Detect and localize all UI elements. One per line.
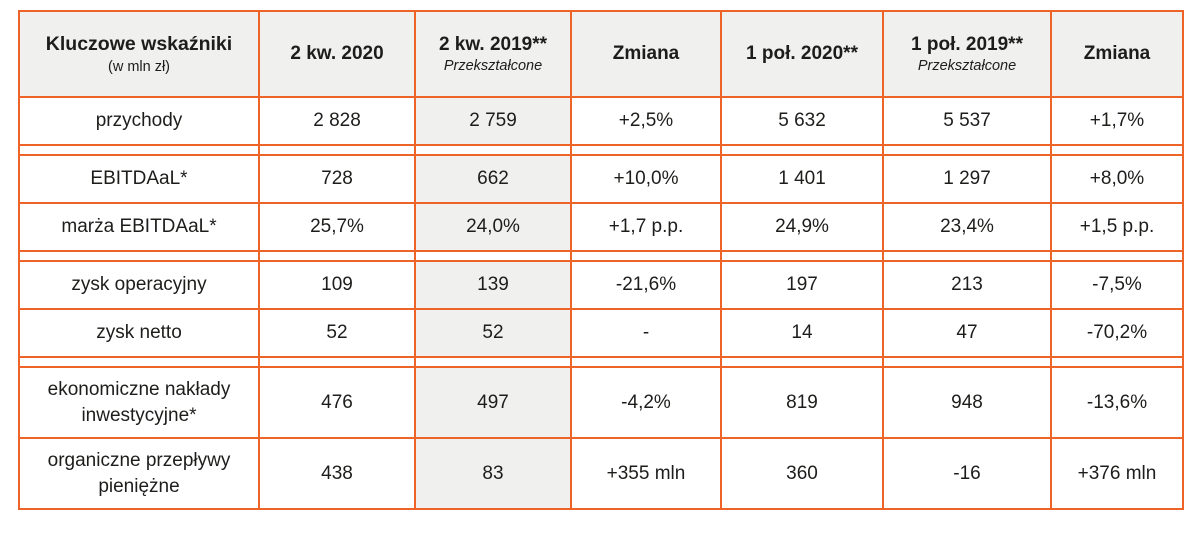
header-sublabel: Przekształcone	[917, 58, 1017, 74]
spacer-cell	[720, 144, 884, 156]
cell-value: 23,4%	[882, 202, 1052, 252]
table-row-zysk-operacyjny: zysk operacyjny 109 139 -21,6% 197 213 -…	[18, 260, 1184, 310]
spacer-cell	[18, 250, 260, 262]
cell-value: 52	[414, 308, 572, 358]
spacer-cell	[18, 356, 260, 368]
cell-value: 197	[720, 260, 884, 310]
cell-value: 662	[414, 154, 572, 204]
table-row-przychody: przychody 2 828 2 759 +2,5% 5 632 5 537 …	[18, 96, 1184, 146]
cell-value: 2 759	[414, 96, 572, 146]
cell-value: 213	[882, 260, 1052, 310]
header-q2-2020: 2 kw. 2020	[258, 10, 416, 98]
row-label: organiczne przepływy pieniężne	[18, 437, 260, 510]
spacer-cell	[570, 144, 722, 156]
spacer-cell	[1050, 250, 1184, 262]
cell-value: +1,7 p.p.	[570, 202, 722, 252]
spacer-cell	[18, 144, 260, 156]
spacer-cell	[882, 144, 1052, 156]
spacer-cell	[414, 356, 572, 368]
cell-value: 819	[720, 366, 884, 439]
cell-value: +376 mln	[1050, 437, 1184, 510]
row-label: EBITDAaL*	[18, 154, 260, 204]
cell-value: 25,7%	[258, 202, 416, 252]
header-label: 1 poł. 2020**	[746, 43, 858, 64]
spacer-cell	[258, 144, 416, 156]
cell-value: 1 297	[882, 154, 1052, 204]
key-indicators-table: Kluczowe wskaźniki (w mln zł) 2 kw. 2020…	[18, 10, 1184, 510]
cell-value: 24,0%	[414, 202, 572, 252]
spacer-cell	[1050, 144, 1184, 156]
header-key-indicators: Kluczowe wskaźniki (w mln zł)	[18, 10, 260, 98]
cell-value: +8,0%	[1050, 154, 1184, 204]
table-row-organiczne-przeplywy: organiczne przepływy pieniężne 438 83 +3…	[18, 437, 1184, 510]
table-header-row: Kluczowe wskaźniki (w mln zł) 2 kw. 2020…	[18, 10, 1184, 98]
cell-value: 1 401	[720, 154, 884, 204]
cell-value: 139	[414, 260, 572, 310]
spacer-cell	[414, 250, 572, 262]
cell-value: -13,6%	[1050, 366, 1184, 439]
spacer-row	[18, 356, 1184, 368]
header-sublabel: Przekształcone	[443, 58, 543, 74]
cell-value: -21,6%	[570, 260, 722, 310]
cell-value: +355 mln	[570, 437, 722, 510]
cell-value: 497	[414, 366, 572, 439]
cell-value: 83	[414, 437, 572, 510]
spacer-cell	[720, 250, 884, 262]
cell-value: 52	[258, 308, 416, 358]
cell-value: 438	[258, 437, 416, 510]
table-row-ebitdaal: EBITDAaL* 728 662 +10,0% 1 401 1 297 +8,…	[18, 154, 1184, 204]
table-row-ekonomiczne-naklady: ekonomiczne nakłady inwestycyjne* 476 49…	[18, 366, 1184, 439]
row-label: zysk operacyjny	[18, 260, 260, 310]
spacer-row	[18, 250, 1184, 262]
header-unit-note: (w mln zł)	[107, 59, 171, 75]
header-label: 2 kw. 2019**	[438, 34, 548, 55]
spacer-cell	[414, 144, 572, 156]
cell-value: 47	[882, 308, 1052, 358]
header-q2-2019: 2 kw. 2019** Przekształcone	[414, 10, 572, 98]
spacer-cell	[882, 356, 1052, 368]
header-title: Kluczowe wskaźniki	[45, 33, 233, 55]
header-change-h: Zmiana	[1050, 10, 1184, 98]
cell-value: 948	[882, 366, 1052, 439]
spacer-cell	[258, 356, 416, 368]
cell-value: 14	[720, 308, 884, 358]
table-row-marza-ebitdaal: marża EBITDAaL* 25,7% 24,0% +1,7 p.p. 24…	[18, 202, 1184, 252]
header-label: 1 poł. 2019**	[911, 34, 1023, 55]
cell-value: +10,0%	[570, 154, 722, 204]
cell-value: +1,7%	[1050, 96, 1184, 146]
spacer-cell	[570, 250, 722, 262]
cell-value: 5 537	[882, 96, 1052, 146]
spacer-row	[18, 144, 1184, 156]
cell-value: 2 828	[258, 96, 416, 146]
cell-value: +1,5 p.p.	[1050, 202, 1184, 252]
header-label: Zmiana	[612, 43, 680, 64]
cell-value: -70,2%	[1050, 308, 1184, 358]
cell-value: 109	[258, 260, 416, 310]
cell-value: -4,2%	[570, 366, 722, 439]
cell-value: +2,5%	[570, 96, 722, 146]
header-change-q: Zmiana	[570, 10, 722, 98]
header-label: 2 kw. 2020	[290, 43, 384, 64]
cell-value: 360	[720, 437, 884, 510]
cell-value: 728	[258, 154, 416, 204]
header-h1-2020: 1 poł. 2020**	[720, 10, 884, 98]
cell-value: -	[570, 308, 722, 358]
row-label: marża EBITDAaL*	[18, 202, 260, 252]
spacer-cell	[570, 356, 722, 368]
cell-value: -16	[882, 437, 1052, 510]
header-label: Zmiana	[1083, 43, 1151, 64]
cell-value: 476	[258, 366, 416, 439]
row-label: przychody	[18, 96, 260, 146]
row-label: zysk netto	[18, 308, 260, 358]
spacer-cell	[720, 356, 884, 368]
spacer-cell	[1050, 356, 1184, 368]
row-label: ekonomiczne nakłady inwestycyjne*	[18, 366, 260, 439]
cell-value: -7,5%	[1050, 260, 1184, 310]
cell-value: 5 632	[720, 96, 884, 146]
spacer-cell	[882, 250, 1052, 262]
table-row-zysk-netto: zysk netto 52 52 - 14 47 -70,2%	[18, 308, 1184, 358]
spacer-cell	[258, 250, 416, 262]
header-h1-2019: 1 poł. 2019** Przekształcone	[882, 10, 1052, 98]
cell-value: 24,9%	[720, 202, 884, 252]
